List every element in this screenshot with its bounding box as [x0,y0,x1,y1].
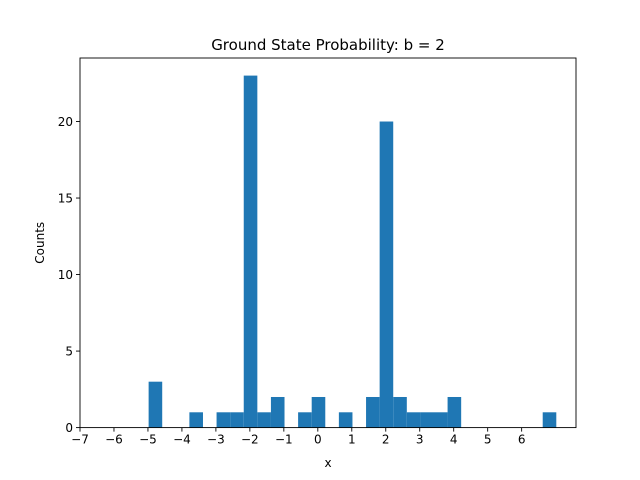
x-tick-label: 2 [382,433,390,447]
x-tick-label: −4 [173,433,191,447]
histogram-bar [230,412,244,428]
histogram-bar [433,412,448,428]
x-tick-label: −3 [207,433,225,447]
histogram-bar [366,396,380,428]
histogram-bar [406,412,421,428]
histogram-bar [338,412,353,428]
histogram-bar [148,381,163,428]
histogram-bar [420,412,434,428]
histogram-bar [447,396,462,428]
chart-title: Ground State Probability: b = 2 [211,36,445,54]
x-tick-label: 3 [416,433,424,447]
x-tick-label: 1 [348,433,356,447]
x-tick-label: 5 [484,433,492,447]
plot-frame [79,57,577,429]
x-axis-label: x [324,456,331,470]
x-tick-label: −2 [241,433,259,447]
y-tick-label: 15 [58,192,73,206]
histogram-bar [270,396,285,428]
x-tick-label: 6 [518,433,526,447]
histogram-bar [257,412,271,428]
histogram-bar [189,412,203,428]
x-axis-ticks: −7 −6 −5 −4 −3 −2 −1 0 1 2 3 4 5 6 [71,427,526,447]
x-tick-label: −6 [105,433,123,447]
histogram-bar [311,396,326,428]
x-tick-label: 0 [314,433,322,447]
bars-group [148,75,557,428]
y-axis-ticks: 0 5 10 15 20 [58,115,80,435]
histogram-bar [216,412,231,428]
x-tick-label: −7 [71,433,89,447]
x-tick-label: −1 [275,433,293,447]
histogram-bar [542,412,557,428]
y-tick-label: 0 [65,421,73,435]
x-tick-label: 4 [450,433,458,447]
x-tick-label: −5 [139,433,157,447]
histogram-bar [243,75,258,428]
y-tick-label: 10 [58,268,73,282]
y-tick-label: 5 [65,345,73,359]
histogram-bar [393,396,407,428]
y-tick-label: 20 [58,115,73,129]
histogram-bar [379,121,394,428]
y-axis-label: Counts [33,222,47,264]
histogram-bar [298,412,312,428]
